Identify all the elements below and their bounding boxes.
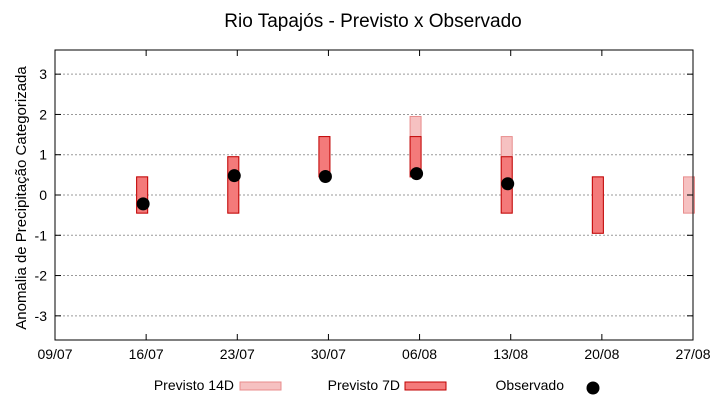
y-axis-ticks: -3 -2 -1 0 1 2 3 (35, 66, 693, 324)
x-tick-label: 16/07 (129, 346, 164, 362)
y-tick-label: 1 (39, 147, 47, 163)
x-tick-label: 27/08 (675, 346, 710, 362)
x-tick-label: 09/07 (37, 346, 72, 362)
x-tick-label: 13/08 (493, 346, 528, 362)
y-tick-label: -3 (35, 308, 48, 324)
legend-marker-observado (586, 381, 600, 395)
series-previsto-7d (136, 136, 604, 234)
chart-title: Rio Tapajós - Previsto x Observado (224, 11, 521, 32)
y-axis-label: Anomalia de Precipitação Categorizada (13, 66, 30, 330)
y-tick-label: 2 (39, 106, 47, 122)
observado-point (410, 167, 424, 181)
previsto-7d-bar (591, 176, 604, 234)
observado-point (318, 169, 332, 183)
x-tick-label: 20/08 (584, 346, 619, 362)
x-tick-label: 23/07 (220, 346, 255, 362)
y-tick-label: 3 (39, 66, 47, 82)
legend-swatch-previsto-14d (239, 381, 282, 391)
observado-point (501, 177, 515, 191)
legend-label-previsto-14d: Previsto 14D (154, 377, 234, 393)
observado-point (136, 197, 150, 211)
x-tick-label: 30/07 (311, 346, 346, 362)
legend-label-observado: Observado (496, 377, 565, 393)
previsto-7d-bar (136, 176, 149, 214)
x-tick-label: 06/08 (402, 346, 437, 362)
legend-swatch-previsto-7d (404, 381, 447, 391)
y-tick-label: -1 (35, 227, 48, 243)
series-observado (136, 167, 515, 211)
legend-label-previsto-7d: Previsto 7D (328, 377, 400, 393)
y-tick-label: -2 (35, 268, 48, 284)
x-axis-ticks: 09/07 16/07 23/07 30/07 06/08 13/08 20/08 27/08 (37, 50, 711, 362)
legend: Previsto 14D Previsto 7D Observado (154, 377, 600, 395)
observado-point (227, 169, 241, 183)
previsto-7d-bar (227, 156, 240, 214)
y-tick-label: 0 (39, 187, 47, 203)
